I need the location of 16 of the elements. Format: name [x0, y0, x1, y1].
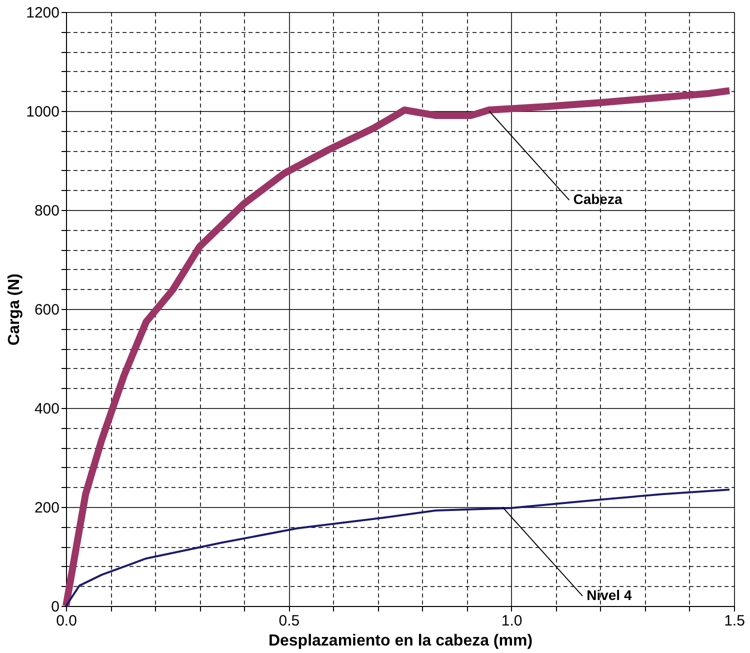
y-tick-label: 800: [34, 202, 60, 220]
y-axis-title: Carga (N): [6, 273, 24, 346]
x-tick-label: 1.0: [501, 612, 522, 630]
y-tick-label: 600: [34, 302, 60, 318]
y-tick-label: 1000: [26, 104, 60, 120]
y-tick-label: 1200: [26, 4, 60, 22]
x-axis-title: Desplazamiento en la cabeza (mm): [268, 632, 533, 650]
annotation: Nivel 4: [586, 587, 632, 604]
y-tick-label: 400: [34, 400, 60, 418]
y-tick-label: 200: [34, 500, 60, 516]
x-tick-label: 0.0: [56, 612, 77, 630]
y-tick-label: 0: [51, 598, 60, 616]
x-tick-label: 1.5: [724, 612, 745, 630]
line-series: [65, 488, 731, 607]
annotation: Cabeza: [573, 191, 622, 208]
x-tick-label: 0.5: [278, 612, 300, 630]
